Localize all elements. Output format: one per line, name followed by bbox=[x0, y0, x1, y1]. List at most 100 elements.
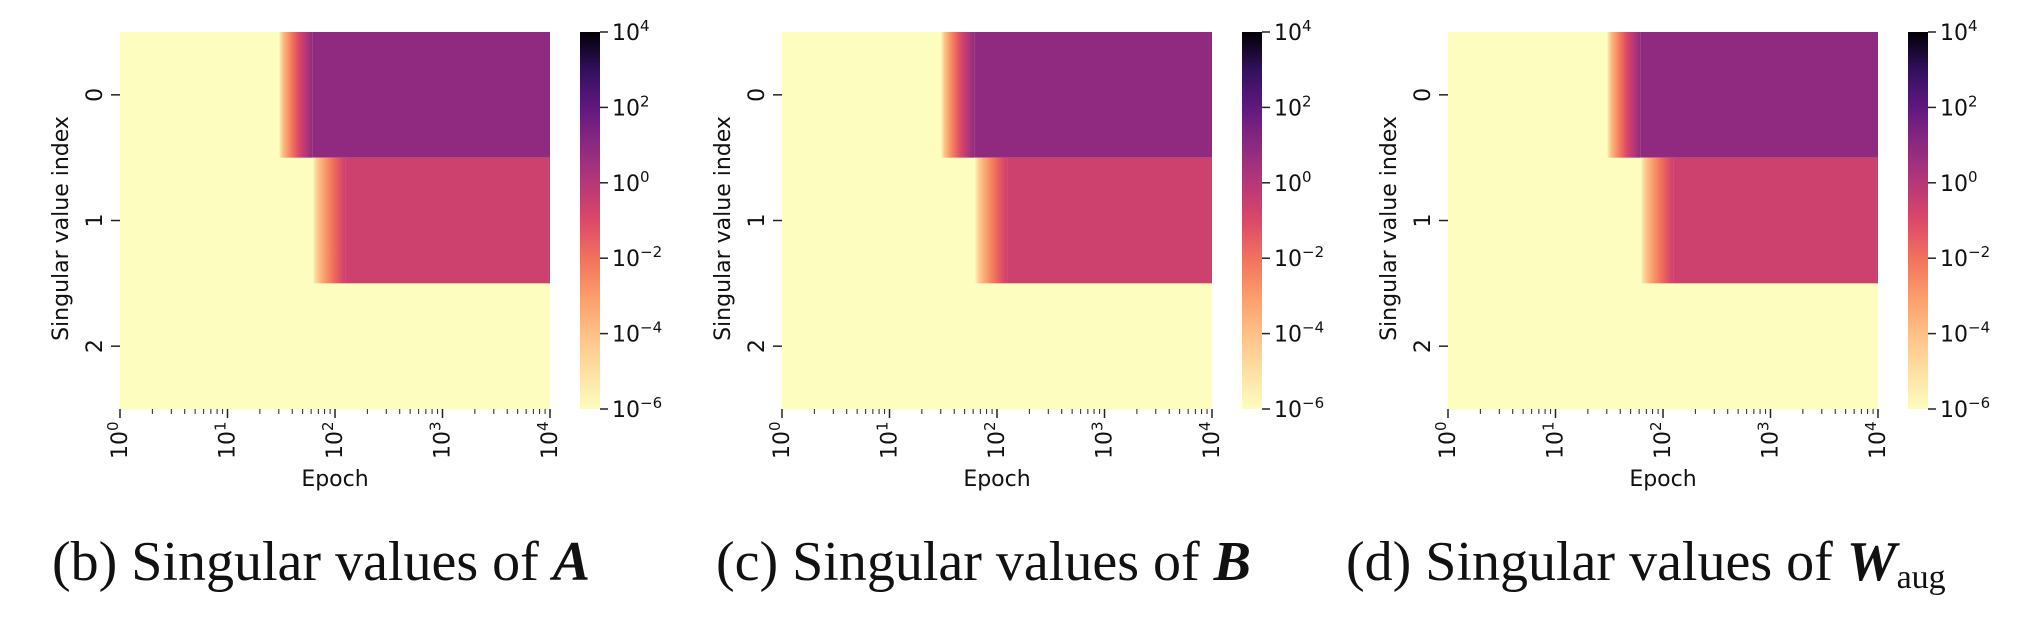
heatmap-row-0-transition bbox=[940, 32, 975, 159]
x-tick-exponent: 4 bbox=[1196, 421, 1214, 431]
heatmap-row-0-cell bbox=[974, 32, 1212, 159]
y-axis-label: Singular value index bbox=[711, 116, 736, 341]
colorbar-tick-exponent: 4 bbox=[640, 17, 650, 35]
x-tick-label: 104 bbox=[534, 421, 563, 459]
colorbar-tick-exponent: −6 bbox=[1968, 394, 1990, 412]
heatmap-row-0-cell bbox=[312, 32, 550, 159]
x-tick-exponent: 4 bbox=[1862, 421, 1880, 431]
heatmap-row-1-transition bbox=[1640, 157, 1674, 284]
x-tick-exponent: 1 bbox=[874, 421, 892, 431]
caption-text: (d) Singular values of bbox=[1346, 531, 1847, 593]
colorbar-tick-exponent: −2 bbox=[640, 243, 662, 261]
colorbar-tick-label: 104 bbox=[1274, 17, 1312, 46]
caption-c: (c) Singular values of B bbox=[716, 530, 1251, 594]
x-tick-exponent: 2 bbox=[319, 421, 337, 431]
colorbar-tick-label: 102 bbox=[612, 92, 650, 121]
colorbar-tick-exponent: 0 bbox=[1968, 168, 1978, 186]
colorbar-tick-label: 10−4 bbox=[1274, 319, 1324, 348]
x-tick-label: 103 bbox=[1755, 421, 1784, 459]
colorbar-tick-label: 10−2 bbox=[1274, 243, 1324, 272]
colorbar-tick-exponent: −2 bbox=[1302, 243, 1324, 261]
heatmap-row-0-cell bbox=[1640, 32, 1878, 159]
x-tick-exponent: 4 bbox=[534, 421, 552, 431]
x-tick-label: 101 bbox=[874, 421, 903, 459]
colorbar-tick-label: 10−6 bbox=[612, 394, 662, 423]
heatmap-row-2-background bbox=[1448, 283, 1878, 410]
x-tick-label: 102 bbox=[981, 421, 1010, 459]
colorbar-tick-exponent: 2 bbox=[1968, 92, 1978, 110]
colorbar-tick-label: 102 bbox=[1274, 92, 1312, 121]
x-tick-label: 102 bbox=[1647, 421, 1676, 459]
colorbar bbox=[1242, 32, 1262, 409]
colorbar-tick-label: 104 bbox=[1940, 17, 1978, 46]
heatmap-row-1-cell bbox=[1007, 157, 1212, 284]
heatmap-row-1-cell bbox=[345, 157, 550, 284]
x-tick-label: 102 bbox=[319, 421, 348, 459]
colorbar-tick-exponent: −4 bbox=[640, 319, 662, 337]
colorbar bbox=[1908, 32, 1928, 409]
colorbar-tick-label: 100 bbox=[1274, 168, 1312, 197]
colorbar-tick-label: 10−4 bbox=[612, 319, 662, 348]
x-tick-label: 100 bbox=[104, 421, 133, 459]
x-tick-exponent: 0 bbox=[104, 421, 122, 431]
x-tick-label: 100 bbox=[1432, 421, 1461, 459]
heatmap-row-2-background bbox=[782, 283, 1212, 410]
heatmap-panel: 0 1 2 Singular value index 100 101 102 103 104 Ep… bbox=[711, 17, 1324, 492]
colorbar-tick-exponent: −2 bbox=[1968, 243, 1990, 261]
colorbar-tick-label: 100 bbox=[1940, 168, 1978, 197]
colorbar-tick-label: 10−6 bbox=[1940, 394, 1990, 423]
colorbar-tick-label: 100 bbox=[612, 168, 650, 197]
x-axis-label: Epoch bbox=[301, 467, 368, 492]
colorbar-tick-exponent: 4 bbox=[1968, 17, 1978, 35]
y-tick-label: 2 bbox=[83, 339, 108, 353]
y-tick-label: 2 bbox=[745, 339, 770, 353]
caption-text: (c) Singular values of bbox=[716, 531, 1214, 593]
y-tick-label: 0 bbox=[1411, 88, 1436, 102]
colorbar-tick-exponent: −6 bbox=[640, 394, 662, 412]
heatmap-row-2-background bbox=[120, 283, 550, 410]
caption-b: (b) Singular values of A bbox=[52, 530, 590, 594]
colorbar bbox=[580, 32, 600, 409]
x-tick-label: 103 bbox=[1089, 421, 1118, 459]
colorbar-tick-label: 10−2 bbox=[612, 243, 662, 272]
heatmap-row-1-transition bbox=[312, 157, 346, 284]
y-tick-label: 2 bbox=[1411, 339, 1436, 353]
y-tick-label: 1 bbox=[83, 214, 108, 228]
x-tick-exponent: 3 bbox=[427, 421, 445, 431]
x-tick-exponent: 3 bbox=[1089, 421, 1107, 431]
heatmap-row-0-transition bbox=[1606, 32, 1641, 159]
y-tick-label: 0 bbox=[83, 88, 108, 102]
x-tick-label: 101 bbox=[212, 421, 241, 459]
colorbar-tick-label: 10−6 bbox=[1274, 394, 1324, 423]
x-tick-exponent: 0 bbox=[766, 421, 784, 431]
x-tick-exponent: 3 bbox=[1755, 421, 1773, 431]
x-tick-exponent: 1 bbox=[212, 421, 230, 431]
x-tick-label: 101 bbox=[1540, 421, 1569, 459]
colorbar-tick-exponent: 4 bbox=[1302, 17, 1312, 35]
x-tick-label: 104 bbox=[1196, 421, 1225, 459]
colorbar-tick-exponent: −4 bbox=[1302, 319, 1324, 337]
colorbar-tick-label: 102 bbox=[1940, 92, 1978, 121]
x-tick-label: 104 bbox=[1862, 421, 1891, 459]
colorbar-tick-exponent: −4 bbox=[1968, 319, 1990, 337]
x-axis-label: Epoch bbox=[963, 467, 1030, 492]
colorbar-tick-exponent: 2 bbox=[640, 92, 650, 110]
x-tick-exponent: 2 bbox=[981, 421, 999, 431]
y-tick-label: 1 bbox=[1411, 214, 1436, 228]
x-tick-exponent: 2 bbox=[1647, 421, 1665, 431]
x-tick-label: 100 bbox=[766, 421, 795, 459]
caption-d: (d) Singular values of Waug bbox=[1346, 530, 1946, 597]
colorbar-tick-label: 10−2 bbox=[1940, 243, 1990, 272]
y-tick-label: 0 bbox=[745, 88, 770, 102]
colorbar-tick-label: 10−4 bbox=[1940, 319, 1990, 348]
caption-math: W bbox=[1846, 531, 1897, 593]
caption-math: A bbox=[552, 531, 591, 593]
caption-math: B bbox=[1213, 531, 1251, 593]
colorbar-tick-label: 104 bbox=[612, 17, 650, 46]
y-axis-label: Singular value index bbox=[1377, 116, 1402, 341]
colorbar-tick-exponent: −6 bbox=[1302, 394, 1324, 412]
